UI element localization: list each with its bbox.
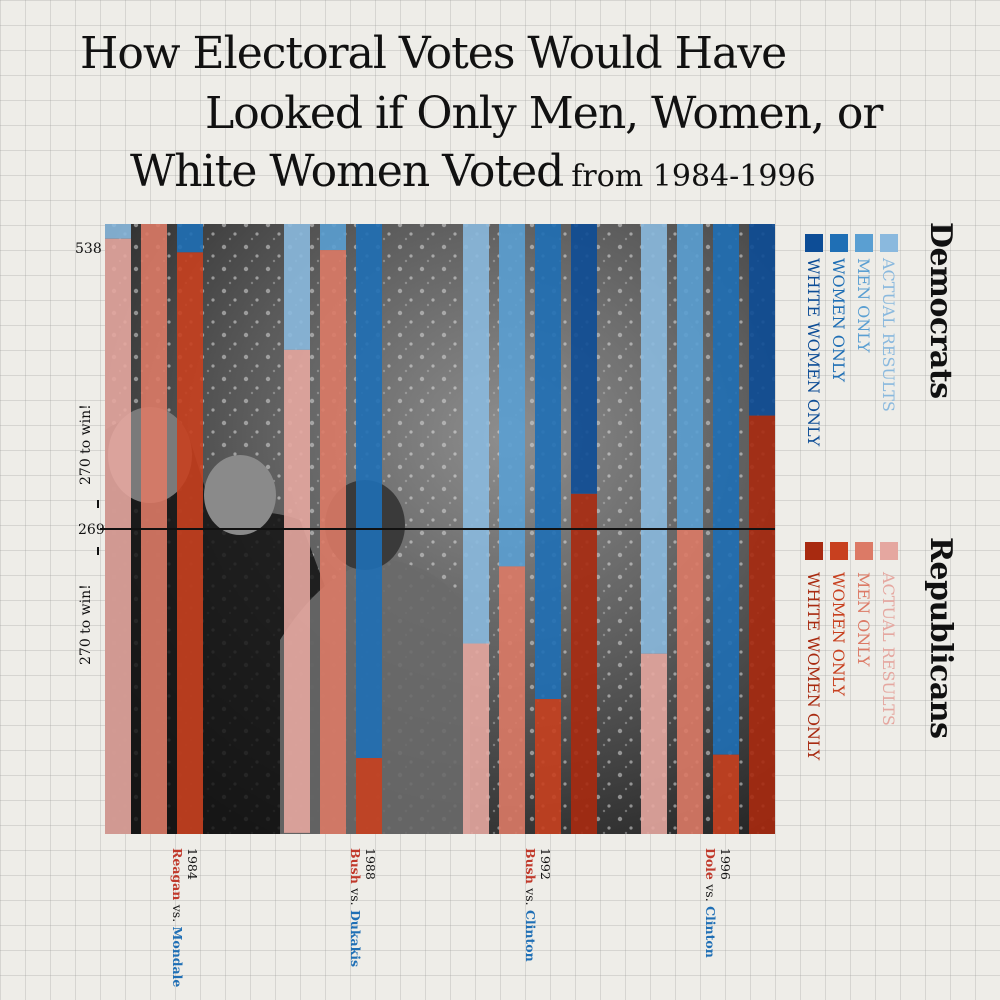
legend-rep-actual: ACTUAL RESULTS	[879, 572, 898, 726]
legend-swatch-rep-0	[880, 542, 898, 560]
legend-swatch-dem-3	[805, 234, 823, 252]
versus: vs.	[348, 888, 363, 906]
versus: vs.	[523, 888, 538, 906]
bar-dem-7	[499, 224, 525, 567]
bar-rep-4	[320, 250, 346, 834]
title-line-2: Looked if Only Men, Women, or	[205, 88, 883, 139]
y-axis-top-label: 538	[75, 241, 102, 257]
election-label-1988: 1988 Bush vs. Dukakis	[348, 848, 378, 967]
bar-dem-8	[535, 224, 561, 700]
republican-candidate: Dole	[703, 848, 718, 880]
bar-dem-3	[284, 224, 310, 350]
legend-dem-white-women: WHITE WOMEN ONLY	[804, 258, 823, 447]
versus: vs.	[170, 904, 185, 923]
bar-rep-12	[713, 754, 739, 834]
bar-dem-4	[320, 224, 346, 251]
bars-group	[105, 224, 775, 835]
election-year: 1992	[538, 848, 553, 880]
election-label-1984: 1984 Reagan vs. Mondale	[170, 848, 200, 987]
legend-swatch-rep-2	[830, 542, 848, 560]
bar-rep-13	[749, 415, 775, 834]
bar-rep-3	[284, 349, 310, 833]
legend-dem-women: WOMEN ONLY	[829, 258, 848, 382]
title-subtitle: from 1984-1996	[571, 159, 816, 194]
republican-candidate: Bush	[523, 848, 538, 884]
bar-dem-9	[571, 224, 597, 494]
bar-rep-0	[105, 238, 131, 835]
election-label-1992: 1992 Bush vs. Clinton	[523, 848, 553, 962]
election-year: 1984	[185, 848, 200, 880]
legend-swatch-rep-3	[805, 542, 823, 560]
legend-rep-men: MEN ONLY	[854, 572, 873, 667]
republican-candidate: Reagan	[170, 848, 185, 901]
republican-candidate: Bush	[348, 848, 363, 884]
bar-rep-7	[499, 566, 525, 834]
legend-democrats-title: Democrats	[923, 222, 958, 399]
legend-swatch-dem-0	[880, 234, 898, 252]
bar-rep-6	[463, 643, 489, 834]
bar-dem-12	[713, 224, 739, 755]
bar-dem-5	[356, 224, 382, 759]
title-line-1: How Electoral Votes Would Have	[80, 28, 787, 79]
bar-dem-6	[463, 224, 489, 644]
bar-dem-13	[749, 224, 775, 416]
bar-rep-8	[535, 699, 561, 834]
bar-rep-2	[177, 252, 203, 835]
y-axis-win-label-upper: 270 to win!	[78, 404, 94, 485]
legend-rep-women: WOMEN ONLY	[829, 572, 848, 696]
y-axis-mid-label: 269	[78, 522, 105, 538]
y-axis-win-label-lower: 270 to win!	[78, 584, 94, 665]
election-year: 1988	[363, 848, 378, 880]
legend-rep-white-women: WHITE WOMEN ONLY	[804, 572, 823, 761]
bar-dem-2	[177, 224, 203, 253]
bar-dem-0	[105, 224, 131, 239]
democratic-candidate: Dukakis	[348, 909, 363, 968]
legend-republicans-title: Republicans	[923, 537, 958, 739]
bar-rep-5	[356, 758, 382, 834]
bar-rep-10	[641, 653, 667, 834]
election-year: 1996	[718, 848, 733, 880]
title-line-3-main: White Women Voted	[130, 146, 564, 197]
bar-dem-10	[641, 224, 667, 654]
legend-swatch-dem-1	[855, 234, 873, 252]
versus: vs.	[703, 884, 718, 902]
legend-swatches	[805, 234, 898, 560]
bar-rep-11	[677, 529, 703, 834]
bar-rep-9	[571, 493, 597, 834]
legend-dem-actual: ACTUAL RESULTS	[879, 258, 898, 412]
title-line-3: White Women Voted from 1984-1996	[130, 146, 816, 197]
bar-dem-11	[677, 224, 703, 529]
legend-swatch-rep-1	[855, 542, 873, 560]
democratic-candidate: Mondale	[170, 926, 185, 988]
election-label-1996: 1996 Dole vs. Clinton	[703, 848, 733, 958]
legend-dem-men: MEN ONLY	[854, 258, 873, 353]
democratic-candidate: Clinton	[703, 906, 718, 958]
democratic-candidate: Clinton	[523, 909, 538, 962]
legend-swatch-dem-2	[830, 234, 848, 252]
